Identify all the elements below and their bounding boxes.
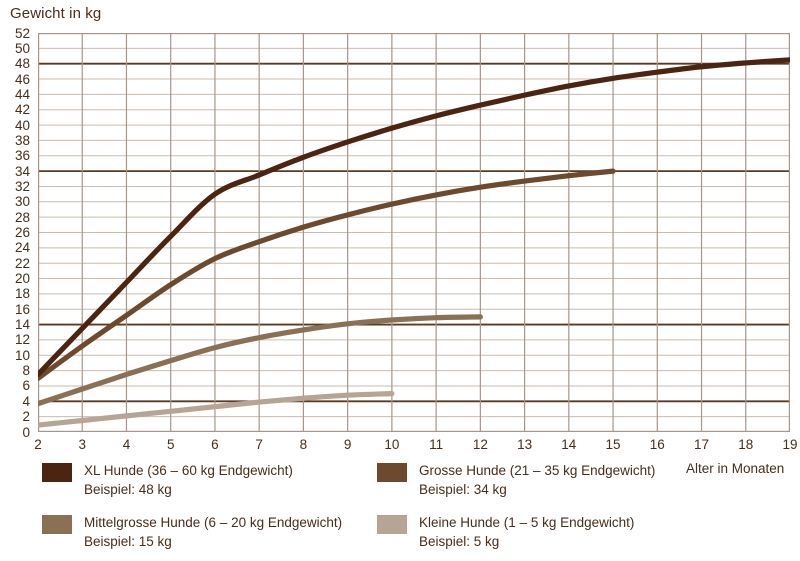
y-tick-label: 4: [22, 393, 30, 409]
x-tick-label: 8: [299, 437, 308, 452]
x-tick-label: 2: [34, 437, 42, 452]
x-tick-label: 16: [649, 437, 665, 452]
y-tick-label: 36: [14, 148, 30, 164]
y-tick-label: 10: [14, 347, 30, 363]
y-tick-label: 28: [14, 209, 30, 225]
legend-swatch-icon: [377, 515, 407, 534]
y-tick-label: 14: [14, 317, 30, 333]
plot-area: [38, 33, 790, 432]
legend-example-value: Beispiel: 48 kg: [84, 482, 172, 497]
y-tick-label: 40: [14, 117, 30, 133]
x-tick-label: 4: [122, 437, 131, 452]
y-tick-label: 32: [14, 178, 30, 194]
x-tick-label: 19: [782, 437, 798, 452]
x-tick-label: 9: [343, 437, 352, 452]
x-tick-label: 18: [738, 437, 754, 452]
x-tick-label: 15: [605, 437, 621, 452]
x-tick-label: 17: [694, 437, 710, 452]
y-tick-label: 34: [14, 163, 30, 179]
x-tick-label: 5: [166, 437, 175, 452]
legend-swatch-icon: [42, 463, 72, 482]
legend-label: Kleine Hunde (1 – 5 kg Endgewicht): [419, 515, 635, 530]
legend-example-value: Beispiel: 5 kg: [419, 534, 500, 549]
y-tick-label: 48: [14, 56, 30, 72]
legend-swatch-icon: [42, 515, 72, 534]
x-tick-label: 12: [472, 437, 488, 452]
series-line-3: [38, 314, 483, 407]
y-tick-label: 44: [14, 86, 30, 102]
legend-example-value: Beispiel: 34 kg: [419, 482, 507, 497]
x-tick-label: 14: [561, 437, 577, 452]
x-tick-label: 3: [78, 437, 86, 452]
legend-label: XL Hunde (36 – 60 kg Endgewicht): [84, 463, 293, 478]
legend-example-value: Beispiel: 15 kg: [84, 534, 172, 549]
plot-frame: [38, 33, 790, 432]
y-tick-label: 30: [14, 194, 30, 210]
x-tick-label: 10: [384, 437, 400, 452]
y-tick-label: 42: [14, 102, 30, 118]
y-tick-label: 38: [14, 132, 30, 148]
y-tick-label: 2: [22, 409, 30, 425]
x-tick-label: 6: [211, 437, 219, 452]
y-tick-label: 24: [14, 240, 30, 256]
legend-label: Mittelgrosse Hunde (6 – 20 kg Endgewicht…: [84, 515, 343, 530]
y-tick-label: 16: [14, 301, 30, 317]
y-tick-label: 12: [14, 332, 30, 348]
legend-label: Grosse Hunde (21 – 35 kg Endgewicht): [419, 463, 656, 478]
x-tick-label: 11: [429, 437, 444, 452]
y-tick-label: 22: [14, 255, 30, 271]
y-axis-title: Gewicht in kg: [10, 5, 102, 22]
y-tick-label: 18: [14, 286, 30, 302]
y-tick-label: 52: [14, 25, 30, 41]
series-line-2: [38, 168, 616, 381]
y-tick-label: 0: [22, 424, 30, 440]
y-tick-label: 26: [14, 225, 30, 240]
x-tick-label: 7: [255, 437, 263, 452]
series-line-1: [38, 57, 790, 378]
y-tick-label: 8: [22, 363, 30, 379]
y-tick-label: 20: [14, 271, 30, 287]
x-tick-label: 13: [517, 437, 533, 452]
y-tick-label: 6: [22, 378, 30, 394]
y-tick-label: 50: [14, 40, 30, 56]
legend-swatch-icon: [377, 463, 407, 482]
x-axis-title: Alter in Monaten: [686, 461, 785, 476]
y-tick-label: 46: [14, 71, 30, 87]
series-line-4: [38, 391, 395, 428]
